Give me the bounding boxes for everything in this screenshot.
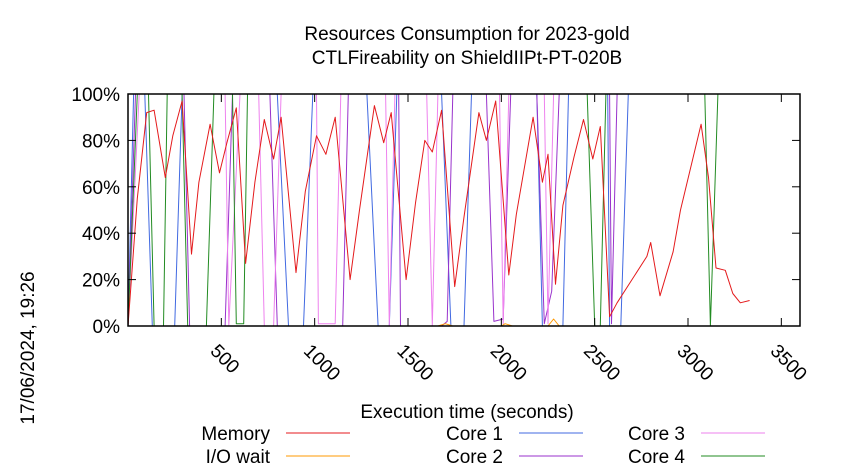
chart-title-line-1: Resources Consumption for 2023-gold bbox=[304, 24, 629, 45]
x-tick-label: 3500 bbox=[766, 341, 811, 386]
legend-label-memory: Memory bbox=[201, 424, 270, 445]
timestamp-label: 17/06/2024, 19:26 bbox=[18, 271, 39, 424]
legend-label-core-4: Core 4 bbox=[628, 447, 685, 468]
y-tick-label: 20% bbox=[82, 271, 120, 292]
y-tick-label: 100% bbox=[71, 85, 120, 106]
series-line-i-o-wait bbox=[128, 318, 800, 327]
x-axis-label: Execution time (seconds) bbox=[360, 402, 573, 423]
series-line-core-2 bbox=[127, 93, 800, 327]
legend-label-core-3: Core 3 bbox=[628, 424, 685, 445]
y-tick-label: 60% bbox=[82, 178, 120, 199]
y-axis: 0% 20% 40% 60% 80% 100% bbox=[71, 85, 800, 338]
x-tick-label: 3000 bbox=[672, 341, 717, 386]
legend-label-core-2: Core 2 bbox=[446, 447, 503, 468]
chart-title-line-2: CTLFireability on ShieldIIPt-PT-020B bbox=[312, 48, 622, 69]
plot-frame bbox=[127, 93, 801, 327]
y-tick-label: 40% bbox=[82, 224, 120, 245]
legend-label-core-1: Core 1 bbox=[446, 424, 503, 445]
x-tick-label: 2500 bbox=[579, 341, 624, 386]
plot-area bbox=[127, 93, 800, 327]
y-tick-label: 80% bbox=[82, 131, 120, 152]
series-line-memory bbox=[127, 100, 750, 327]
legend-label-i-o-wait: I/O wait bbox=[206, 447, 271, 468]
x-tick-label: 500 bbox=[206, 341, 243, 378]
y-tick-label: 0% bbox=[93, 317, 121, 338]
x-tick-label: 1000 bbox=[299, 341, 344, 386]
x-tick-label: 1500 bbox=[392, 341, 437, 386]
x-tick-label: 2000 bbox=[486, 341, 531, 386]
